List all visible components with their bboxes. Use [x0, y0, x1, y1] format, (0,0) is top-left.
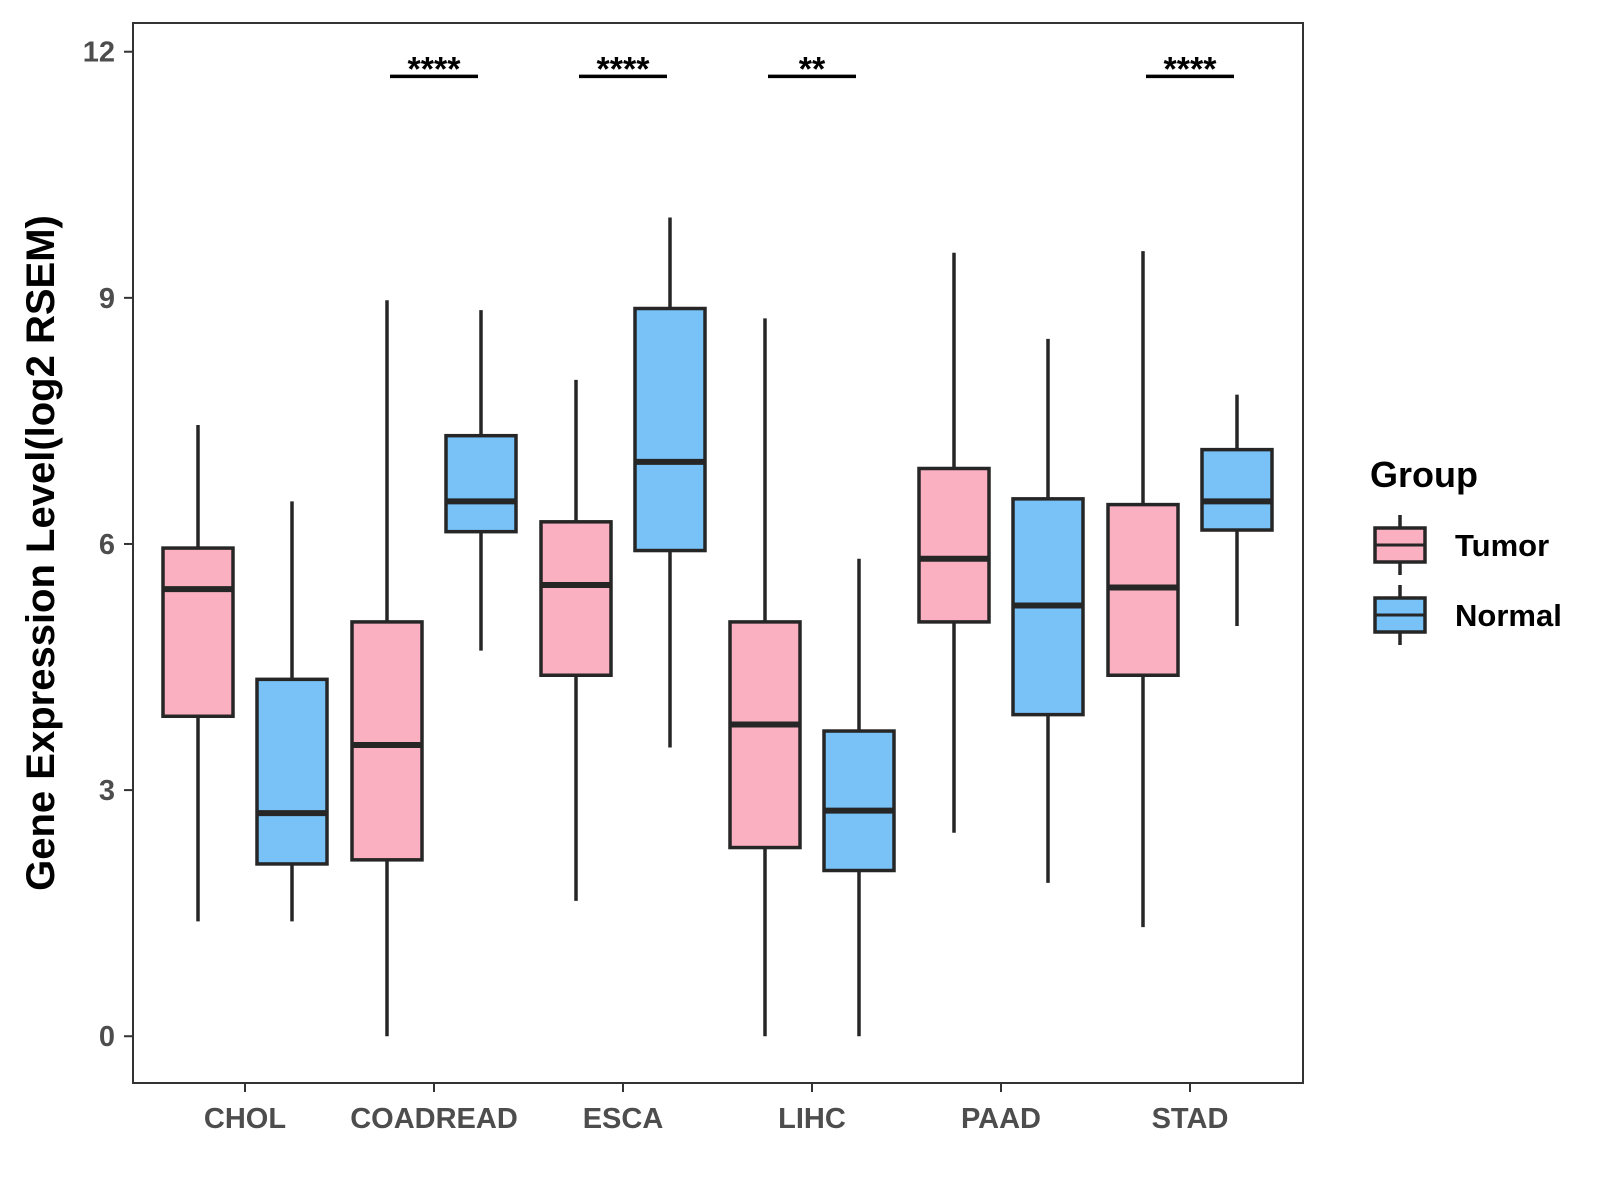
box-normal-esca — [633, 217, 707, 748]
significance-label: ** — [799, 50, 826, 88]
significance-label: **** — [408, 50, 462, 88]
y-tick-label: 3 — [99, 775, 115, 807]
box-normal-chol — [255, 501, 329, 922]
box-tumor-coadread — [350, 300, 424, 1037]
box-normal-paad — [1011, 338, 1085, 883]
box-iqr — [161, 546, 235, 719]
legend-label: Normal — [1455, 598, 1562, 633]
significance-label: **** — [1164, 50, 1218, 88]
y-tick-label: 9 — [99, 283, 115, 315]
x-tick-label: LIHC — [778, 1103, 846, 1135]
box-iqr — [539, 520, 613, 677]
box-iqr — [444, 433, 518, 534]
x-tick-label: STAD — [1152, 1103, 1229, 1135]
box-tumor-stad — [1106, 251, 1180, 928]
x-tick-label: ESCA — [583, 1103, 664, 1135]
box-iqr — [350, 620, 424, 862]
box-tumor-paad — [917, 252, 991, 833]
significance-esca: **** — [579, 50, 667, 88]
box-tumor-chol — [161, 425, 235, 922]
box-iqr — [633, 306, 707, 553]
box-iqr — [728, 620, 802, 850]
box-iqr — [917, 466, 991, 624]
box-normal-lihc — [822, 558, 896, 1037]
legend-title: Group — [1370, 454, 1478, 495]
legend-entry-tumor: Tumor — [1373, 515, 1549, 575]
y-tick-label: 12 — [83, 37, 115, 69]
significance-coadread: **** — [390, 50, 478, 88]
legend-entry-normal: Normal — [1373, 585, 1562, 645]
plot-area: **** **** ** **** — [161, 50, 1274, 1037]
x-tick-label: COADREAD — [350, 1103, 518, 1135]
x-tick-label: PAAD — [961, 1103, 1041, 1135]
legend: Group Tumor Normal — [1370, 454, 1562, 645]
y-tick-label: 0 — [99, 1021, 115, 1053]
y-axis-title: Gene Expression Level(log2 RSEM) — [19, 215, 63, 891]
axes: 0 3 6 9 12 CHOL COADREAD ESCA LIHC PAAD STAD — [83, 37, 1229, 1135]
box-normal-stad — [1200, 394, 1274, 627]
box-iqr — [1200, 447, 1274, 532]
panel-border — [132, 22, 1304, 1084]
box-iqr — [255, 677, 329, 866]
legend-label: Tumor — [1455, 528, 1549, 563]
box-tumor-esca — [539, 379, 613, 901]
box-iqr — [822, 729, 896, 873]
y-tick-label: 6 — [99, 529, 115, 561]
significance-lihc: ** — [768, 50, 856, 88]
significance-stad: **** — [1146, 50, 1234, 88]
box-normal-coadread — [444, 310, 518, 651]
box-tumor-lihc — [728, 318, 802, 1037]
x-tick-label: CHOL — [204, 1103, 286, 1135]
significance-label: **** — [597, 50, 651, 88]
